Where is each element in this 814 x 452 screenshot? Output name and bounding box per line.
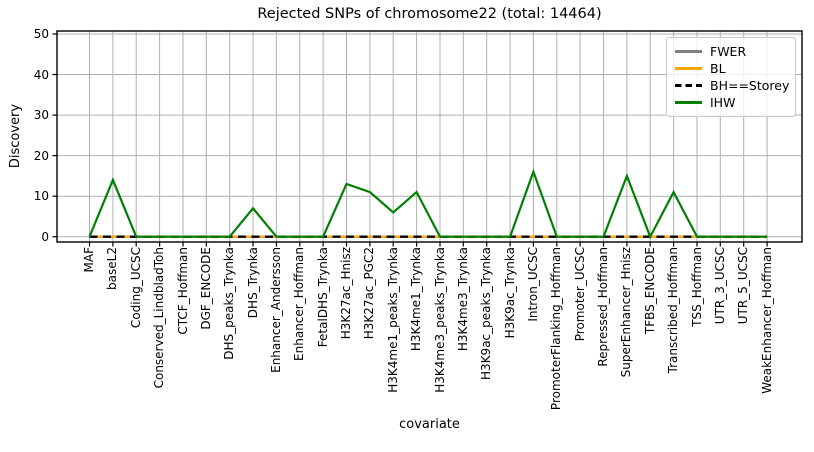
- x-tick-label: Enhancer_Hoffman: [292, 247, 307, 361]
- x-tick-label: Transcribed_Hoffman: [666, 247, 681, 374]
- x-tick-label: CTCF_Hoffman: [175, 247, 190, 335]
- legend-line-swatch: [675, 67, 702, 70]
- x-tick-label: Intron_UCSC: [525, 247, 540, 322]
- x-tick-label: SuperEnhancer_Hnisz: [619, 247, 634, 378]
- x-tick-label: Conserved_LindbladToh: [152, 247, 167, 389]
- x-tick-label: H3K27ac_Hnisz: [339, 247, 353, 340]
- legend-label: BH==Storey: [710, 78, 790, 93]
- x-tick-label: H3K9ac_Trynka: [502, 247, 517, 339]
- x-tick-label: H3K27ac_PGC2: [362, 247, 377, 340]
- x-tick-label: Coding_UCSC: [128, 247, 143, 329]
- x-axis-label: covariate: [399, 417, 460, 432]
- x-tick-label: WeakEnhancer_Hoffman: [759, 247, 774, 394]
- legend-item-fwer: FWER: [675, 43, 787, 60]
- x-tick-label: PromoterFlanking_Hoffman: [549, 247, 564, 411]
- y-tick-label: 0: [41, 229, 49, 244]
- y-tick-label: 40: [33, 67, 49, 82]
- x-tick-label: DHS_Trynka: [245, 247, 260, 319]
- legend-label: BL: [710, 61, 726, 76]
- legend-label: FWER: [710, 44, 747, 59]
- x-tick-label: Promoter_UCSC: [572, 247, 587, 342]
- x-tick-label: H3K9ac_peaks_Trynka: [479, 247, 494, 380]
- y-tick-label: 10: [33, 189, 49, 204]
- x-tick-label: H3K4me1_peaks_Trynka: [385, 247, 400, 393]
- x-tick-label: TSS_Hoffman: [689, 247, 704, 327]
- x-tick-label: H3K4me1_Trynka: [409, 247, 424, 352]
- x-tick-label: UTR_3_UCSC: [712, 247, 727, 325]
- x-tick-label: DGF_ENCODE: [198, 247, 213, 330]
- x-tick-label: FetalDHS_Trynka: [315, 247, 330, 348]
- x-tick-label: H3K4me3_Trynka: [455, 247, 470, 352]
- x-tick-label: MAF: [82, 247, 96, 273]
- chart-title: Rejected SNPs of chromosome22 (total: 14…: [257, 6, 602, 22]
- legend: FWER BL BH==Storey IHW: [666, 37, 796, 117]
- x-tick-label: DHS_peaks_Trynka: [222, 247, 237, 360]
- y-tick-label: 30: [33, 108, 49, 123]
- x-tick-label: Enhancer_Andersson: [268, 247, 283, 373]
- series-line-ihw: [88, 168, 768, 240]
- legend-label: IHW: [710, 95, 736, 110]
- legend-item-ihw: IHW: [675, 94, 787, 111]
- y-tick-label: 50: [33, 27, 49, 41]
- x-tick-label: UTR_5_UCSC: [736, 247, 751, 325]
- y-tick-label: 20: [33, 148, 49, 163]
- legend-line-swatch: [675, 50, 702, 53]
- legend-line-swatch: [675, 84, 702, 87]
- x-tick-label: TFBS_ENCODE: [642, 247, 657, 335]
- legend-item-bh-storey: BH==Storey: [675, 77, 790, 94]
- x-tick-label: Repressed_Hoffman: [596, 247, 610, 367]
- axes-spines: [56, 30, 803, 243]
- legend-item-bl: BL: [675, 60, 787, 77]
- x-tick-label: H3K4me3_peaks_Trynka: [432, 247, 447, 393]
- x-tick-label: baseL2: [105, 247, 120, 290]
- legend-line-swatch: [675, 101, 702, 104]
